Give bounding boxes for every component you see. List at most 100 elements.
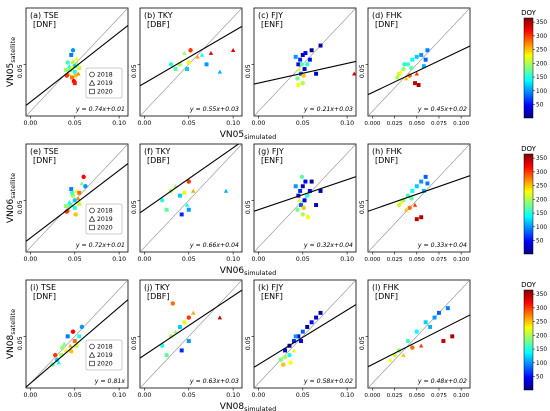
fit-line	[254, 60, 356, 85]
colorbar-tick-label: 250	[536, 48, 547, 54]
one-to-one-line	[254, 280, 356, 388]
fit-equation: y = 0.58x+0.02	[303, 378, 353, 385]
colorbar-tick-label: 350	[536, 156, 547, 162]
legend-label: 2018	[97, 208, 113, 215]
forest-type-label: [ENF]	[261, 156, 283, 165]
fit-equation: y = 0.72x+0.01	[75, 242, 125, 249]
data-point	[77, 202, 82, 207]
data-point	[401, 352, 406, 357]
data-point	[303, 51, 308, 56]
data-point	[61, 341, 67, 346]
data-point	[173, 67, 178, 72]
data-point	[60, 345, 65, 350]
x-tick-label: 0.05	[68, 256, 82, 263]
data-point	[159, 198, 165, 203]
data-point	[305, 324, 310, 329]
data-point	[413, 81, 417, 86]
fit-line	[140, 144, 240, 214]
data-point	[83, 184, 88, 189]
data-point	[299, 203, 303, 208]
y-axis-label-main: VN08	[6, 335, 16, 360]
fit-line	[368, 314, 470, 368]
x-tick-label: 0.100	[453, 393, 469, 399]
data-point	[70, 329, 76, 334]
legend-square-marker	[89, 224, 95, 231]
panel-dfhk-3: (d) FHK[DNF] y = 0.45x+0.02 0.000 0.025 0.05…	[359, 7, 471, 127]
data-point	[199, 52, 205, 57]
y-axis-label: VN08satellite	[6, 309, 17, 359]
data-point	[300, 212, 305, 217]
panel-title: (b) TKY	[144, 11, 173, 20]
y-tick-label: 0.05	[245, 336, 252, 350]
data-point	[436, 310, 441, 315]
colorbar-title: DOY	[521, 281, 537, 289]
x-axis-label-sub: simulated	[244, 405, 276, 411]
data-point	[63, 68, 68, 72]
data-point	[79, 181, 85, 186]
data-point	[305, 193, 310, 198]
x-tick-label: 0.025	[387, 257, 403, 263]
x-axis-label-sub: simulated	[244, 269, 276, 277]
data-point	[65, 334, 70, 339]
data-point	[74, 56, 79, 61]
data-point	[204, 62, 209, 67]
data-point	[387, 357, 393, 362]
plot-area	[26, 280, 128, 388]
data-point	[72, 339, 77, 344]
panel-title: (a) TSE	[30, 11, 59, 20]
forest-type-label: [DBF]	[147, 156, 170, 165]
fit-line	[140, 25, 242, 87]
x-tick-label: 0.05	[296, 120, 310, 127]
fit-equation: y = 0.81x	[94, 378, 126, 385]
panel-title: (j) TKY	[144, 283, 170, 292]
y-tick-label: 0.05	[245, 200, 252, 214]
plot-area	[368, 8, 470, 116]
one-to-one-line	[26, 8, 128, 116]
data-point	[441, 339, 446, 344]
forest-type-label: [DBF]	[147, 20, 170, 29]
y-tick-label: 0.05	[359, 200, 366, 214]
data-point	[184, 202, 190, 207]
legend-triangle-marker	[88, 351, 96, 358]
plot-area	[368, 280, 470, 388]
plot-area	[368, 144, 470, 252]
data-point	[186, 207, 191, 212]
x-tick-label: 0.00	[252, 392, 266, 399]
colorbar-tick-label: 350	[536, 20, 547, 26]
colorbar-tick-label: 50	[536, 103, 544, 109]
panel-itse-8: (i) TSE[DNF] y = 0.81x 0.00 0.05 0.10 0.05 201…	[17, 279, 129, 399]
x-tick-label: 0.025	[387, 393, 403, 399]
panel-title: (k) FJY	[258, 283, 283, 292]
data-point	[425, 181, 430, 186]
data-point	[403, 76, 409, 81]
data-point	[76, 71, 81, 76]
year-legend-box	[85, 67, 123, 99]
one-to-one-line	[254, 8, 356, 116]
data-point	[402, 62, 407, 67]
data-point	[421, 188, 426, 193]
data-point	[170, 301, 176, 306]
data-point	[182, 50, 187, 55]
one-to-one-line	[26, 144, 128, 252]
fit-line	[26, 299, 128, 388]
data-point	[419, 215, 424, 220]
data-point	[173, 329, 178, 334]
x-tick-label: 0.10	[112, 120, 126, 127]
plot-area	[140, 8, 242, 116]
x-tick-label: 0.10	[340, 120, 354, 127]
x-axis-label: VN08simulated	[220, 402, 276, 411]
data-point	[70, 60, 76, 65]
forest-type-label: [DNF]	[33, 292, 56, 301]
plot-area	[26, 8, 128, 116]
data-point	[414, 217, 419, 222]
y-axis-label: VN06satellite	[6, 173, 17, 223]
y-tick-label: 0.05	[17, 336, 24, 350]
panel-kfjy-10: (k) FJY[ENF] y = 0.58x+0.02 0.00 0.05 0.10 0.…	[245, 279, 357, 399]
x-tick-label: 0.05	[296, 256, 310, 263]
x-axis-label: VN06simulated	[220, 266, 276, 277]
colorbar-tick-label: 150	[536, 75, 547, 81]
y-tick-label: 0.05	[17, 200, 24, 214]
x-tick-label: 0.10	[340, 392, 354, 399]
fit-equation: y = 0.45x+0.02	[417, 106, 467, 113]
data-point	[293, 54, 298, 59]
